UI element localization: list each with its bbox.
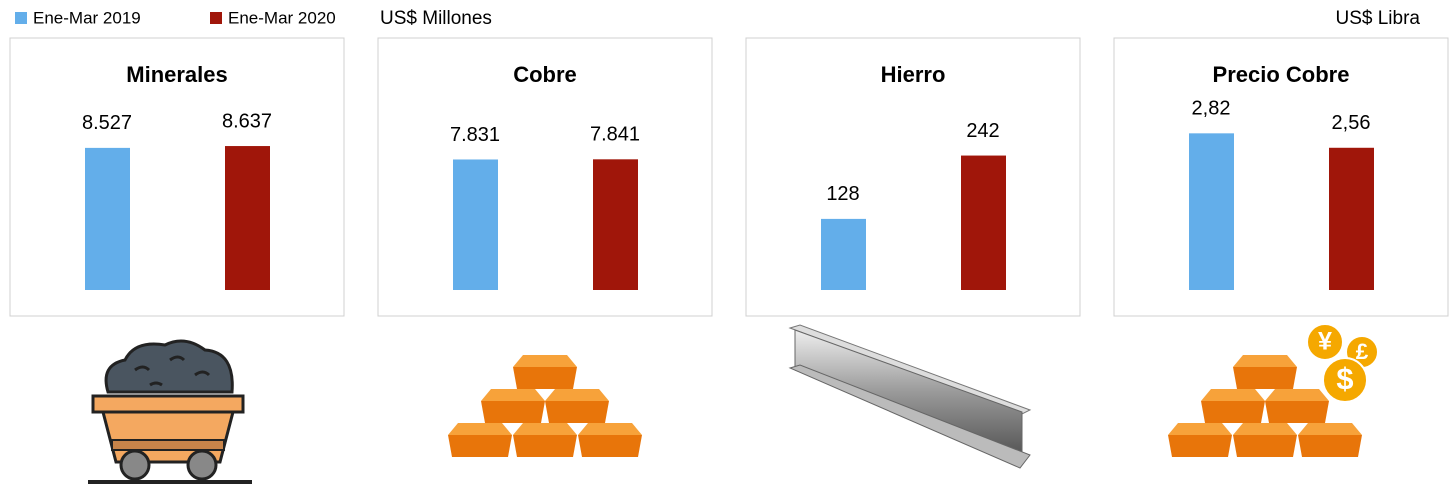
gold-bar (513, 355, 577, 389)
steel-beam-icon (790, 325, 1030, 468)
value-label: 8.637 (222, 110, 272, 132)
bar (453, 159, 498, 290)
coin-symbol: ¥ (1318, 328, 1332, 356)
bar (225, 146, 270, 290)
bar (821, 219, 866, 290)
chart-title: Minerales (126, 62, 228, 87)
bar (961, 156, 1006, 290)
gold-bar-front (1298, 435, 1362, 457)
coin-symbol: £ (1356, 339, 1369, 364)
bar (593, 159, 638, 290)
chart-title: Hierro (881, 62, 946, 87)
gold-bar (578, 423, 642, 457)
gold-bar-front (448, 435, 512, 457)
gold-bar-front (481, 401, 545, 423)
gold-bar-front (545, 401, 609, 423)
gold-bar (448, 423, 512, 457)
value-label: 128 (826, 183, 859, 205)
gold-bar (481, 389, 545, 423)
value-label: 242 (966, 120, 999, 142)
gold-bar-top (578, 423, 642, 435)
legend-swatch (210, 12, 222, 24)
mine-cart-icon (88, 341, 252, 482)
unit-label: US$ Millones (380, 8, 492, 29)
gold-bar-top (1168, 423, 1232, 435)
bar (1189, 133, 1234, 290)
value-label: 2,82 (1192, 98, 1231, 120)
gold-bar (1201, 389, 1265, 423)
unit-label: US$ Libra (1336, 8, 1421, 29)
gold-bar-front (1168, 435, 1232, 457)
gold-bar-front (1265, 401, 1329, 423)
gold-bar (545, 389, 609, 423)
gold-bar-top (1233, 355, 1297, 367)
bar (85, 148, 130, 290)
value-label: 2,56 (1332, 112, 1371, 134)
coin-symbol: $ (1336, 361, 1353, 396)
gold-bar-top (1233, 423, 1297, 435)
gold-bar-top (448, 423, 512, 435)
gold-bar-front (1233, 435, 1297, 457)
value-label: 8.527 (82, 112, 132, 134)
gold-bar-top (481, 389, 545, 401)
gold-bar (1168, 423, 1232, 457)
gold-bar (1233, 423, 1297, 457)
gold-bar-top (513, 423, 577, 435)
legend-label: Ene-Mar 2020 (228, 8, 336, 27)
gold-bar-top (1298, 423, 1362, 435)
legend-swatch (15, 12, 27, 24)
gold-bar (1265, 389, 1329, 423)
chart-title: Cobre (513, 62, 577, 87)
gold-bar-front (578, 435, 642, 457)
gold-bar (1233, 355, 1297, 389)
gold-bar-front (1233, 367, 1297, 389)
gold-bar-front (513, 435, 577, 457)
legend-label: Ene-Mar 2019 (33, 8, 141, 27)
gold-bar-top (1265, 389, 1329, 401)
gold-bar-top (1201, 389, 1265, 401)
bar (1329, 148, 1374, 290)
gold-bar-top (513, 355, 577, 367)
chart-title: Precio Cobre (1213, 62, 1350, 87)
gold-bar (1298, 423, 1362, 457)
value-label: 7.831 (450, 124, 500, 146)
infographic: Ene-Mar 2019 Ene-Mar 2020 US$ Millones Mine… (0, 0, 1451, 485)
gold-bar-front (1201, 401, 1265, 423)
value-label: 7.841 (590, 124, 640, 146)
gold-bar-top (545, 389, 609, 401)
gold-bar-front (513, 367, 577, 389)
gold-bar (513, 423, 577, 457)
